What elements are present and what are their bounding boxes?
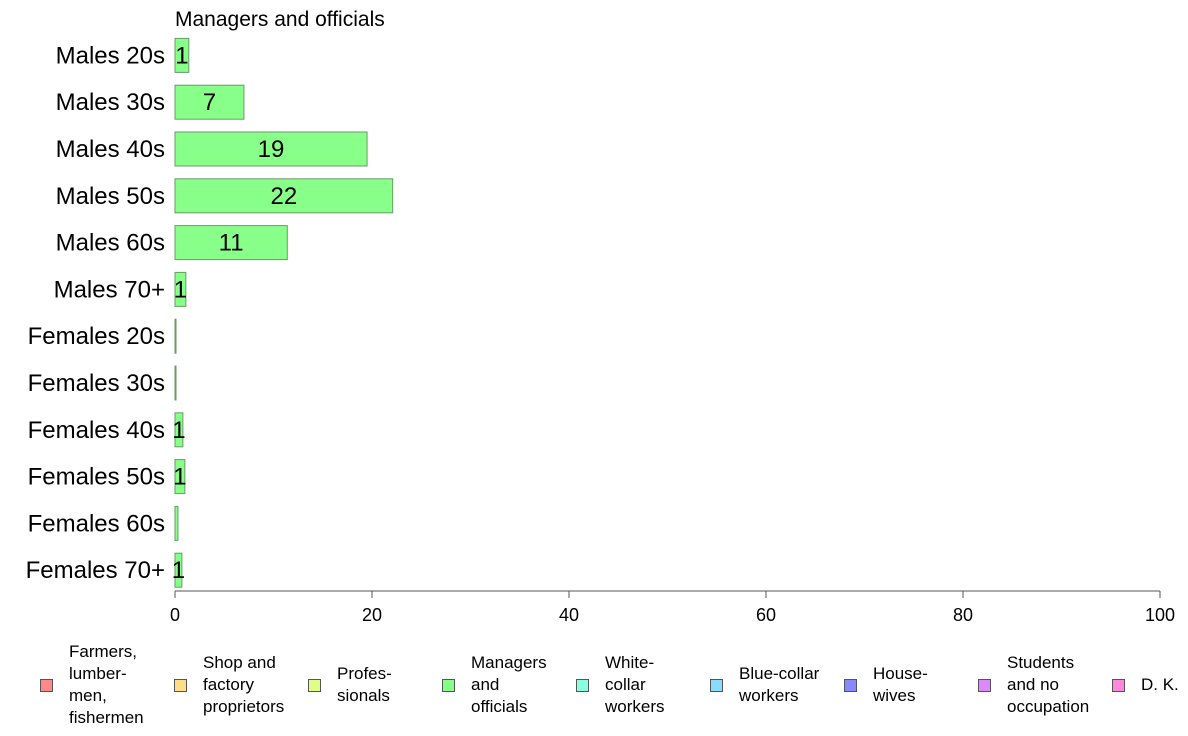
category-label: Females 50s <box>28 464 165 491</box>
bar <box>174 552 183 588</box>
x-tick-label: 0 <box>170 605 180 625</box>
legend-item: Students and no occupation <box>978 640 1089 730</box>
category-label: Females 60s <box>28 510 165 537</box>
legend-swatch <box>174 678 187 692</box>
chart-title: Managers and officials <box>175 8 385 31</box>
legend-swatch <box>40 678 53 692</box>
chart-legend: Farmers, lumber- men, fishermen Shop and … <box>0 640 1188 736</box>
legend-label: D. K. <box>1141 675 1179 694</box>
data-label: 11 <box>219 230 244 257</box>
legend-label: Students and no occupation <box>1007 653 1090 716</box>
bar <box>174 412 184 448</box>
bar <box>174 37 190 73</box>
x-tick-label: 100 <box>1145 605 1175 625</box>
legend-item: Farmers, lumber- men, fishermen <box>40 640 144 730</box>
legend-item: Managers and officials <box>442 640 547 730</box>
legend-label: Farmers, lumber- men, fishermen <box>69 642 144 727</box>
bar <box>174 459 186 495</box>
category-label: Males 70+ <box>54 276 165 303</box>
category-label: Females 20s <box>28 323 165 350</box>
bar <box>174 84 245 120</box>
bar <box>174 225 288 261</box>
category-label: Males 50s <box>56 183 165 210</box>
legend-label: Shop and factory proprietors <box>203 653 285 716</box>
legend-swatch <box>308 678 321 692</box>
bars-layer: Males 20s 1 Males 30s 7 Males 40s 19 Males 50s… <box>26 37 394 588</box>
data-label: 1 <box>172 417 185 444</box>
legend-label: House- wives <box>873 664 928 705</box>
category-label: Males 30s <box>56 89 165 116</box>
data-label: 22 <box>270 183 297 210</box>
legend-label: Managers and officials <box>471 653 547 716</box>
legend-item: Profes- sionals <box>308 640 392 730</box>
legend-swatch <box>576 678 589 692</box>
legend-item: House- wives <box>844 640 928 730</box>
bar <box>174 505 179 541</box>
category-label: Females 40s <box>28 417 165 444</box>
data-label: 1 <box>175 42 188 69</box>
legend-item: White- collar workers <box>576 640 665 730</box>
legend-label: Profes- sionals <box>337 664 392 705</box>
data-label: 1 <box>172 557 185 584</box>
legend-swatch <box>844 678 857 692</box>
category-label: Males 40s <box>56 136 165 163</box>
bar <box>174 178 394 214</box>
x-tick-label: 40 <box>559 605 579 625</box>
category-label: Males 60s <box>56 230 165 257</box>
data-label: 19 <box>258 136 285 163</box>
bar-chart: Managers and officials Males 20s 1 Males 3… <box>26 8 1175 625</box>
bar <box>174 365 177 401</box>
data-label: 1 <box>174 276 187 303</box>
x-tick-label: 80 <box>953 605 973 625</box>
category-label: Males 20s <box>56 42 165 69</box>
bar <box>174 318 177 354</box>
category-label: Females 70+ <box>26 557 165 584</box>
legend-label: White- collar workers <box>605 653 665 716</box>
legend-swatch <box>710 678 723 692</box>
bar <box>174 131 368 167</box>
x-tick-label: 20 <box>362 605 382 625</box>
legend-swatch <box>442 678 455 692</box>
legend-item: Blue-collar workers <box>710 640 819 730</box>
legend-item: Shop and factory proprietors <box>174 640 284 730</box>
bar <box>174 271 187 307</box>
legend-label: Blue-collar workers <box>739 664 820 705</box>
data-label: 1 <box>173 464 186 491</box>
data-label: 7 <box>203 89 216 116</box>
legend-swatch <box>978 678 991 692</box>
x-tick-label: 60 <box>756 605 776 625</box>
x-axis: 0 20 40 60 80 100 <box>170 590 1175 625</box>
legend-item: D. K. <box>1112 640 1179 730</box>
category-label: Females 30s <box>28 370 165 397</box>
legend-swatch <box>1112 678 1125 692</box>
